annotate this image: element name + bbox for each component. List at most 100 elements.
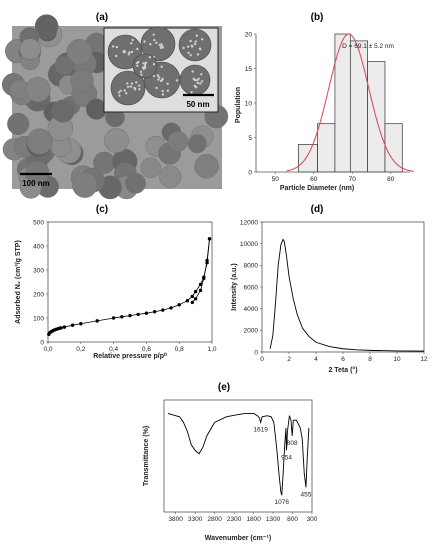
e-x-tick-label: 3300 <box>188 516 203 523</box>
tem-pore <box>130 42 133 45</box>
tem-pore <box>135 81 138 84</box>
c-x-ticks: 0,0 0,2 0,4 0,6 0,8 1,0 <box>43 342 217 353</box>
e-x-tick-label: 2800 <box>207 516 222 523</box>
tem-pore <box>193 78 197 82</box>
tem-pore <box>199 82 202 85</box>
adsorption-point <box>79 322 83 326</box>
adsorption-points <box>47 237 212 337</box>
e-y-axis-label: Transmittance (%) <box>143 426 150 486</box>
adsorption-point <box>120 315 124 319</box>
adsorption-point <box>177 303 181 307</box>
tem-pore <box>189 54 192 57</box>
tem-pore <box>193 84 197 88</box>
fit-annotation: D = 69.1 ± 5.2 nm <box>342 43 394 50</box>
adsorption-point <box>144 311 149 315</box>
adsorption-point <box>136 312 140 317</box>
histogram-bars <box>298 33 403 173</box>
d-y-tick-label: 2000 <box>244 328 259 335</box>
tem-pore <box>125 92 128 95</box>
tem-pore <box>189 39 192 43</box>
ftir-peak-label: 954 <box>281 454 292 461</box>
d-y-tick-label: 6000 <box>244 284 259 291</box>
d-x-tick-label: 2 <box>287 356 291 363</box>
b-y-tick-label: 20 <box>245 31 253 38</box>
tem-pore <box>143 62 147 66</box>
b-x-ticks: 50 60 70 80 <box>272 172 395 183</box>
d-y-tick-label: 0 <box>254 349 258 356</box>
tem-particle <box>7 112 30 135</box>
adsorption-point <box>185 299 190 303</box>
desorption-point <box>190 300 195 305</box>
c-x-tick-label: 0,6 <box>142 346 151 353</box>
d-x-tick-label: 0 <box>260 356 264 363</box>
d-x-tick-label: 4 <box>314 356 318 363</box>
e-x-axis-label: Wavenumber (cm⁻¹) <box>205 535 271 542</box>
tem-pore <box>197 77 200 81</box>
adsorption-point <box>190 294 195 299</box>
d-frame <box>261 221 425 353</box>
tem-pore <box>119 89 122 93</box>
adsorption-point <box>62 325 67 329</box>
desorption-point <box>198 288 203 293</box>
xrd-line <box>269 238 425 352</box>
tem-pore <box>160 78 164 82</box>
tem-pore <box>155 41 158 44</box>
b-x-tick-label: 60 <box>310 176 318 183</box>
tem-pore <box>138 88 141 91</box>
tem-pore <box>129 85 133 88</box>
adsorption-point <box>128 313 132 318</box>
c-x-tick-label: 0,2 <box>76 346 85 353</box>
adsorption-point <box>111 316 116 320</box>
tem-pore <box>128 51 131 54</box>
c-y-ticks: 0 100 200 300 400 500 <box>33 219 48 346</box>
tem-pore <box>198 47 202 50</box>
tem-particle <box>167 131 189 152</box>
tem-inset-particle <box>140 26 176 62</box>
tem-pore <box>136 61 139 65</box>
tem-pore <box>143 64 147 68</box>
tem-pore <box>190 91 193 94</box>
adsorption-point <box>70 323 75 327</box>
d-x-tick-label: 12 <box>420 356 428 363</box>
adsorption-point <box>169 306 173 310</box>
e-x-tick-label: 300 <box>307 516 318 523</box>
adsorption-point <box>59 326 63 330</box>
tem-particle <box>70 69 94 93</box>
tem-particle <box>51 99 75 123</box>
tem-pore <box>196 79 199 82</box>
d-x-axis-label: 2 Teta (°) <box>328 366 357 374</box>
tem-pore <box>160 65 163 68</box>
tem-pore <box>194 40 197 43</box>
tem-pore <box>111 45 115 48</box>
tem-pore <box>126 82 129 85</box>
tem-particle <box>159 165 182 188</box>
tem-pore <box>187 45 190 48</box>
tem-pore <box>139 70 143 74</box>
ftir-peak-label: 1076 <box>275 499 290 506</box>
b-y-ticks: 0 5 10 15 20 <box>245 31 256 176</box>
tem-pore <box>152 74 156 78</box>
e-x-ticks: 3800 3300 2800 2300 1800 1300 800 300 <box>168 512 318 523</box>
e-x-tick-label: 800 <box>287 516 298 523</box>
ftir-peak-label: 808 <box>287 440 298 447</box>
histogram-bar-5 <box>384 123 403 173</box>
b-y-tick-label: 10 <box>245 100 253 107</box>
desorption-point <box>193 297 198 301</box>
panel-label-b: (b) <box>311 12 324 23</box>
inset-scale-label: 50 nm <box>186 100 209 109</box>
tem-particle <box>54 56 74 76</box>
c-y-tick-label: 500 <box>33 219 44 226</box>
tem-pore <box>142 67 145 71</box>
e-x-tick-label: 2300 <box>227 516 242 523</box>
tem-particle <box>25 160 50 185</box>
e-frame <box>163 399 313 513</box>
tem-pore <box>130 50 134 54</box>
tem-particle <box>194 153 219 179</box>
panel-label-d: (d) <box>311 204 324 215</box>
tem-particles <box>1 14 229 200</box>
tem-particle <box>19 38 42 60</box>
tem-pore <box>133 88 137 91</box>
tem-pore <box>136 47 139 51</box>
tem-pore <box>152 62 156 66</box>
tem-inset-particles <box>107 26 212 106</box>
